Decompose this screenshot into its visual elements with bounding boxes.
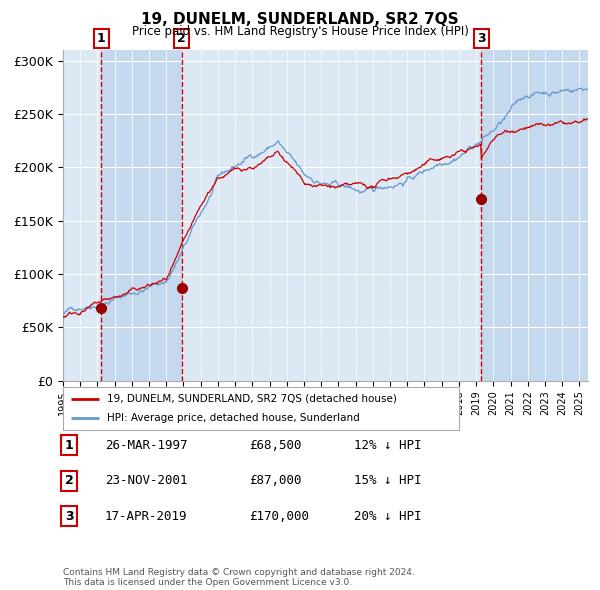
Text: 2: 2 <box>65 474 73 487</box>
Text: 26-MAR-1997: 26-MAR-1997 <box>105 439 187 452</box>
Text: 15% ↓ HPI: 15% ↓ HPI <box>354 474 421 487</box>
Text: 12% ↓ HPI: 12% ↓ HPI <box>354 439 421 452</box>
Bar <box>101 50 182 381</box>
Text: 19, DUNELM, SUNDERLAND, SR2 7QS: 19, DUNELM, SUNDERLAND, SR2 7QS <box>141 12 459 27</box>
Text: 3: 3 <box>477 32 485 45</box>
Text: Contains HM Land Registry data © Crown copyright and database right 2024.
This d: Contains HM Land Registry data © Crown c… <box>63 568 415 587</box>
Bar <box>63 50 101 381</box>
Text: 1: 1 <box>97 32 106 45</box>
Bar <box>481 50 588 381</box>
Text: HPI: Average price, detached house, Sunderland: HPI: Average price, detached house, Sund… <box>107 412 359 422</box>
Text: 1: 1 <box>65 439 73 452</box>
Text: 17-APR-2019: 17-APR-2019 <box>105 510 187 523</box>
Text: Price paid vs. HM Land Registry's House Price Index (HPI): Price paid vs. HM Land Registry's House … <box>131 25 469 38</box>
Text: £68,500: £68,500 <box>249 439 302 452</box>
Text: 20% ↓ HPI: 20% ↓ HPI <box>354 510 421 523</box>
Text: £87,000: £87,000 <box>249 474 302 487</box>
Bar <box>182 50 481 381</box>
Text: £170,000: £170,000 <box>249 510 309 523</box>
Text: 23-NOV-2001: 23-NOV-2001 <box>105 474 187 487</box>
Text: 2: 2 <box>178 32 186 45</box>
Text: 3: 3 <box>65 510 73 523</box>
Text: 19, DUNELM, SUNDERLAND, SR2 7QS (detached house): 19, DUNELM, SUNDERLAND, SR2 7QS (detache… <box>107 394 397 404</box>
